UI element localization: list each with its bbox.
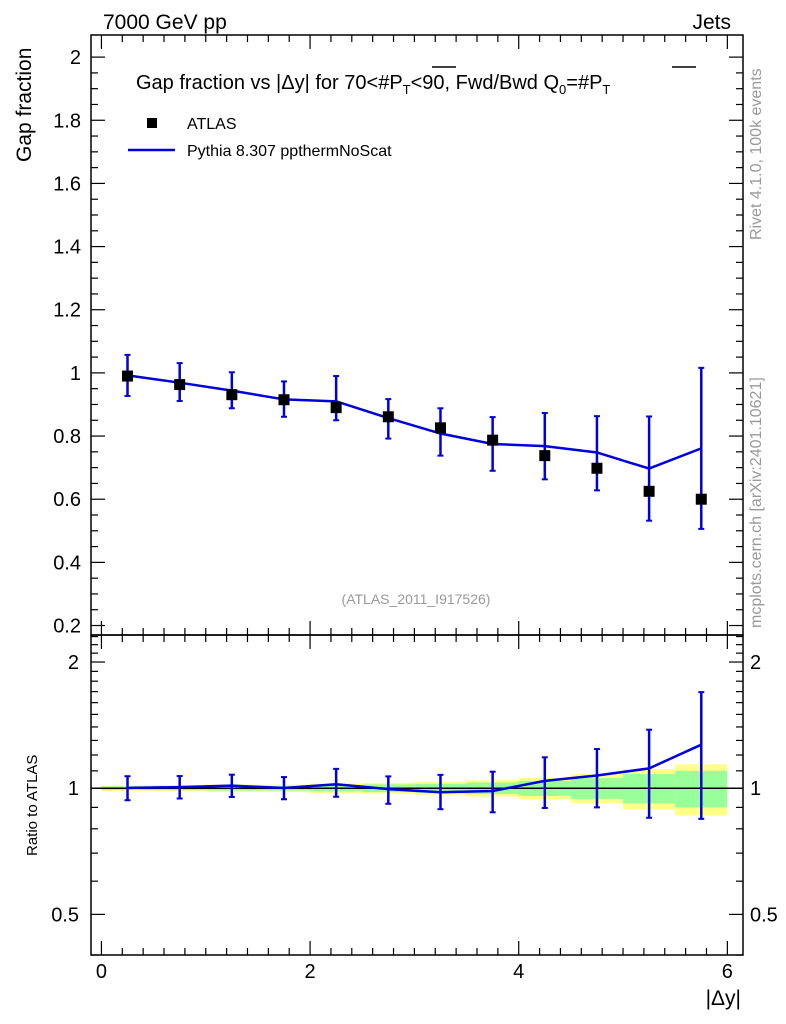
atlas-data-point bbox=[591, 462, 603, 474]
ratio-tick-label-left: 2 bbox=[68, 652, 79, 674]
ratio-y-axis-label: Ratio to ATLAS bbox=[24, 755, 41, 856]
legend-atlas-label: ATLAS bbox=[187, 116, 237, 133]
ratio-axis-ticks bbox=[91, 635, 743, 956]
y-tick-label: 1.8 bbox=[53, 110, 81, 132]
header-energy-label: 7000 GeV pp bbox=[103, 11, 227, 34]
mcplots-label: mcplots.cern.ch [arXiv:2401.10621] bbox=[748, 377, 765, 628]
x-tick-label: 4 bbox=[513, 961, 524, 983]
y-tick-label: 1.2 bbox=[53, 300, 81, 322]
atlas-data-point bbox=[226, 389, 238, 401]
ratio-tick-label-left: 1 bbox=[68, 778, 79, 800]
ratio-y-tick-labels: 0.5 0.5 1 1 2 2 bbox=[51, 652, 778, 926]
chart-title: Gap fraction vs |Δy| for 70<#PT<90, Fwd/… bbox=[136, 72, 610, 97]
analysis-id-label: (ATLAS_2011_I917526) bbox=[342, 591, 491, 607]
atlas-data-point bbox=[539, 450, 551, 462]
atlas-data-point bbox=[174, 379, 186, 391]
ratio-tick-label-right: 0.5 bbox=[750, 904, 778, 926]
ratio-tick-label-right: 1 bbox=[750, 778, 761, 800]
y-tick-label: 0.4 bbox=[53, 552, 81, 574]
y-tick-label: 1.6 bbox=[53, 173, 81, 195]
y-tick-label: 0.2 bbox=[53, 616, 81, 638]
x-tick-label: 2 bbox=[305, 961, 316, 983]
atlas-data-point bbox=[434, 422, 446, 434]
atlas-data-point bbox=[487, 434, 499, 446]
header-process-label: Jets bbox=[692, 11, 731, 34]
ratio-mc-line bbox=[127, 743, 702, 794]
x-tick-label: 0 bbox=[96, 961, 107, 983]
atlas-data-point bbox=[382, 411, 394, 423]
y-tick-label: 0.6 bbox=[53, 489, 81, 511]
y-tick-label: 1.4 bbox=[53, 237, 81, 259]
atlas-data-point bbox=[122, 370, 134, 382]
legend-atlas-marker bbox=[147, 118, 157, 128]
rivet-version-label: Rivet 4.1.0, 100k events bbox=[748, 68, 765, 240]
y-tick-label: 0.8 bbox=[53, 426, 81, 448]
x-tick-label: 6 bbox=[722, 961, 733, 983]
mc-series-line bbox=[127, 374, 702, 470]
atlas-data-point bbox=[695, 493, 707, 505]
atlas-data-point bbox=[278, 394, 290, 406]
main-y-tick-labels: 0.2 0.4 0.6 0.8 1 1.2 1.4 1.6 1.8 2 bbox=[53, 47, 81, 637]
y-axis-label: Gap fraction bbox=[13, 48, 36, 162]
main-series bbox=[122, 353, 707, 530]
ratio-tick-label-right: 2 bbox=[750, 652, 761, 674]
x-tick-labels: 0 2 4 6 bbox=[96, 961, 733, 983]
ratio-series bbox=[124, 691, 705, 820]
atlas-data-point bbox=[643, 485, 655, 497]
ratio-tick-label-left: 0.5 bbox=[51, 904, 79, 926]
ratio-plot-frame bbox=[90, 634, 744, 956]
atlas-data-point bbox=[330, 402, 342, 414]
y-tick-label: 1 bbox=[70, 363, 81, 385]
legend-mc-label: Pythia 8.307 ppthermNoScat bbox=[187, 143, 392, 160]
x-axis-label: |Δy| bbox=[706, 987, 741, 1010]
y-tick-label: 2 bbox=[70, 47, 81, 69]
main-axis-ticks bbox=[91, 35, 743, 635]
